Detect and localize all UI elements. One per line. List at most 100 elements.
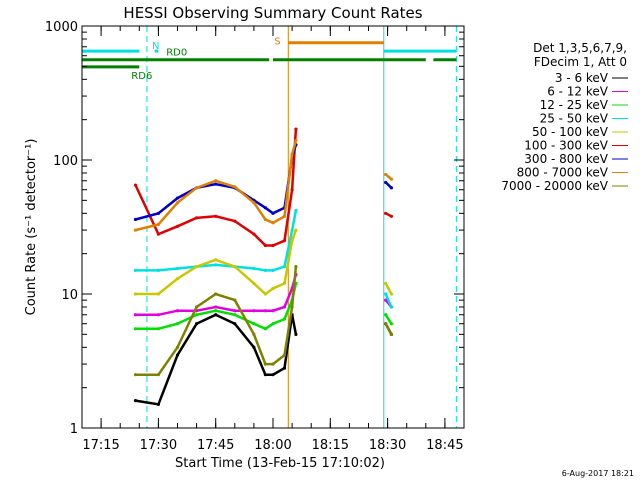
data-point <box>195 313 199 317</box>
x-axis-label: Start Time (13-Feb-15 17:10:02) <box>175 456 385 471</box>
flag-bar-label: RD0 <box>166 48 187 59</box>
data-point <box>263 309 267 313</box>
data-point <box>156 373 160 377</box>
data-point <box>294 228 298 232</box>
data-point <box>294 265 298 269</box>
data-point <box>290 228 294 232</box>
data-point <box>133 327 138 331</box>
data-point <box>214 309 218 313</box>
data-point <box>133 313 138 317</box>
data-point <box>156 292 160 296</box>
data-point <box>384 322 388 326</box>
data-point <box>263 206 267 210</box>
data-point <box>294 127 298 131</box>
data-point <box>271 286 275 291</box>
data-point <box>252 345 256 349</box>
legend-header-line: FDecim 1, Att 0 <box>534 55 627 69</box>
x-tick-label: 17:45 <box>197 438 234 453</box>
data-point <box>214 214 218 218</box>
footer-date: 6-Aug-2017 18:21 <box>562 469 634 478</box>
series-line <box>135 229 298 296</box>
data-point <box>271 268 275 273</box>
y-tick-label: 10 <box>61 288 78 303</box>
data-point <box>282 239 287 243</box>
data-point <box>156 232 160 236</box>
data-point <box>389 177 394 181</box>
data-point <box>384 313 388 317</box>
data-point <box>271 211 275 215</box>
data-point <box>156 402 160 407</box>
data-point <box>175 224 180 228</box>
data-point <box>294 138 298 143</box>
data-point <box>252 281 256 285</box>
data-point <box>282 366 287 370</box>
data-point <box>282 214 287 218</box>
data-point <box>214 182 218 186</box>
data-point <box>271 322 275 326</box>
series-line <box>384 293 393 308</box>
data-point <box>175 322 180 326</box>
data-point <box>156 222 160 227</box>
data-point <box>233 309 237 313</box>
data-point <box>233 298 237 302</box>
data-point <box>271 309 275 313</box>
series-line <box>384 314 393 325</box>
data-point <box>271 362 275 366</box>
data-point <box>282 281 287 285</box>
y-axis: 1 10 100 1000 <box>45 20 464 437</box>
data-point <box>175 345 180 349</box>
data-point <box>214 305 218 309</box>
data-point <box>263 362 267 366</box>
data-point <box>294 332 298 336</box>
data-point <box>133 268 138 273</box>
legend-entry-label: 3 - 6 keV <box>555 71 609 85</box>
data-point <box>133 217 138 222</box>
data-point <box>233 219 237 223</box>
data-point <box>252 232 256 236</box>
y-tick-label: 100 <box>53 154 78 169</box>
data-point <box>214 258 218 262</box>
data-point <box>384 211 388 215</box>
data-point <box>133 183 138 187</box>
data-point <box>133 373 138 377</box>
data-point <box>271 221 275 225</box>
data-point <box>195 265 199 269</box>
series-line <box>135 210 298 272</box>
data-point <box>282 265 287 269</box>
data-point <box>252 266 256 271</box>
chart-title: HESSI Observing Summary Count Rates <box>123 4 422 22</box>
flag-bar-label: RD6 <box>131 71 152 82</box>
data-point <box>290 305 294 309</box>
data-point <box>175 309 180 313</box>
data-point <box>175 266 180 271</box>
series-line <box>135 140 298 232</box>
series-line <box>134 129 298 247</box>
legend-entry-label: 25 - 50 keV <box>540 112 609 126</box>
data-point <box>156 327 160 331</box>
data-point <box>175 277 180 281</box>
data-point <box>214 292 218 296</box>
data-point <box>263 292 267 296</box>
legend-entry-label: 100 - 300 keV <box>524 139 608 153</box>
data-point <box>384 298 388 302</box>
data-point <box>384 180 388 185</box>
legend-entry-label: 6 - 12 keV <box>547 85 609 99</box>
data-point <box>384 172 388 177</box>
data-point <box>133 399 138 403</box>
data-point <box>233 322 237 326</box>
data-point <box>233 313 237 317</box>
x-tick-label: 17:30 <box>140 438 177 453</box>
legend-entry-label: 50 - 100 keV <box>532 125 609 139</box>
x-tick-label: 18:15 <box>312 438 349 453</box>
series-line <box>135 266 298 376</box>
data-point <box>233 265 237 269</box>
data-point <box>156 211 160 215</box>
data-point <box>389 292 394 296</box>
data-point <box>252 332 256 336</box>
x-tick-label: 18:45 <box>426 438 463 453</box>
data-point <box>252 322 256 326</box>
flag-bar-label: S <box>274 37 280 48</box>
series-line <box>384 323 393 335</box>
data-point <box>282 353 287 357</box>
series-line <box>384 282 393 295</box>
